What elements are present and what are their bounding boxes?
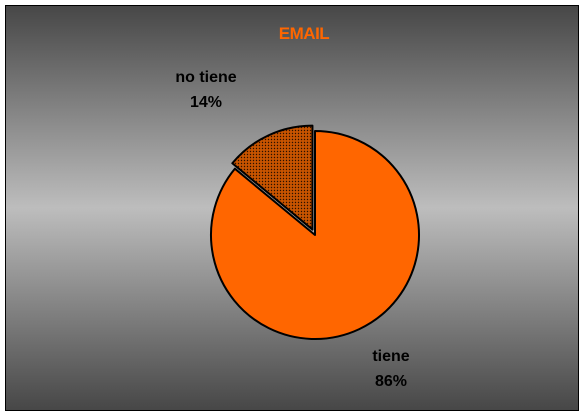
pie-slices bbox=[210, 124, 420, 340]
pie-slice-tiene bbox=[210, 130, 420, 340]
slice-value-no-tiene: 14% bbox=[190, 94, 222, 111]
chart-area: EMAIL no tiene 14% tiene 86% bbox=[5, 5, 579, 411]
pie-slice-no-tiene bbox=[231, 124, 314, 231]
slice-label-tiene: tiene bbox=[372, 348, 409, 365]
pie-labels: no tiene 14% tiene 86% bbox=[175, 69, 409, 390]
slice-value-tiene: 86% bbox=[375, 373, 407, 390]
chart-title: EMAIL bbox=[279, 24, 330, 43]
slice-label-no-tiene: no tiene bbox=[175, 69, 236, 86]
pie-chart: EMAIL no tiene 14% tiene 86% bbox=[175, 24, 420, 390]
